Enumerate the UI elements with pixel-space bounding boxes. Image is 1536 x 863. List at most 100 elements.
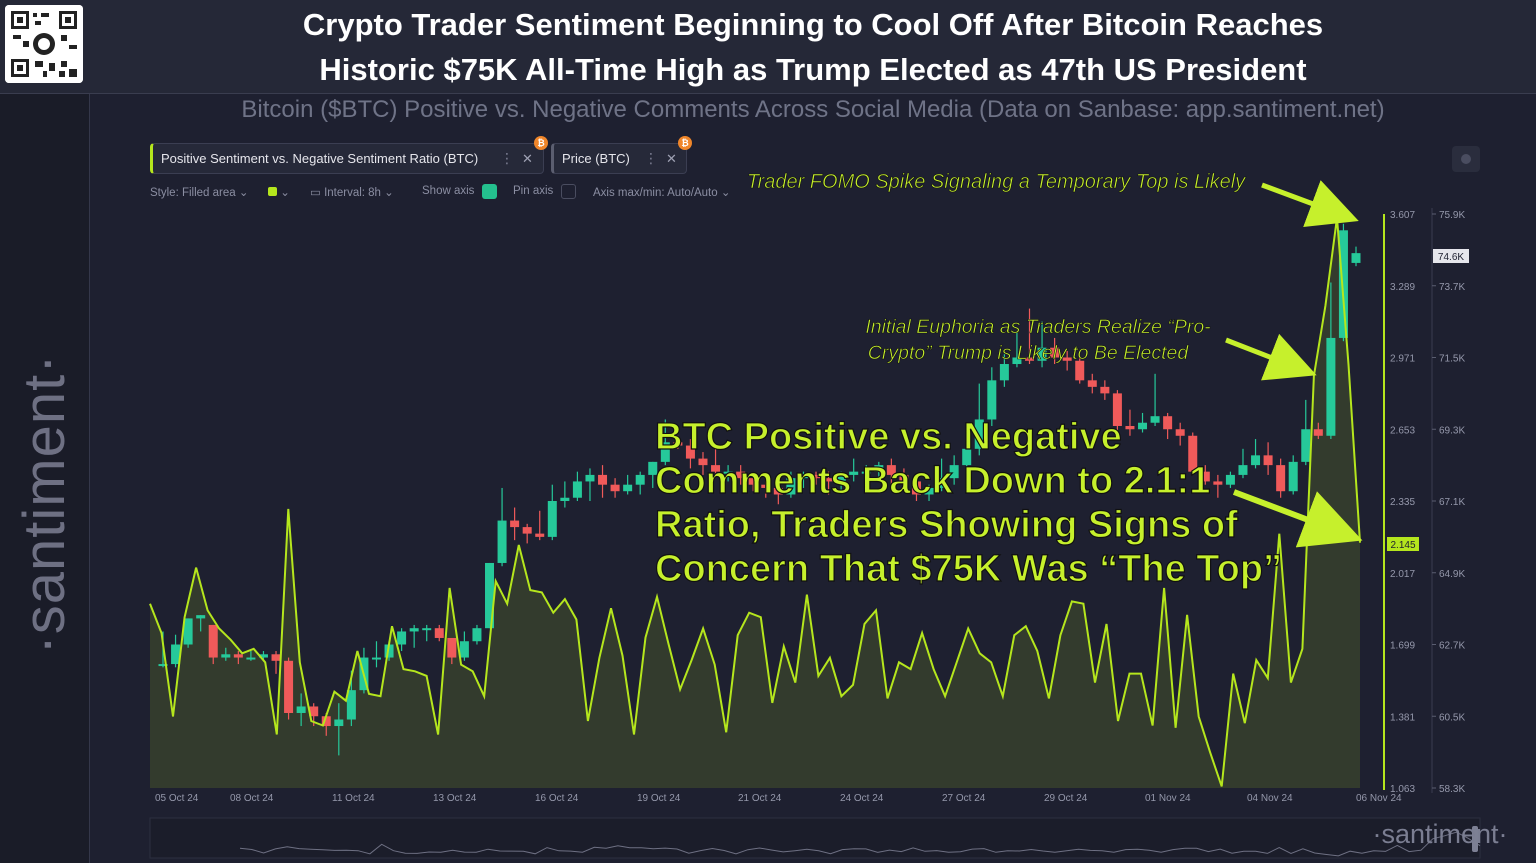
candle-body	[886, 465, 896, 475]
price-candle	[522, 523, 532, 544]
candle-body	[761, 484, 771, 488]
navigator-handle[interactable]	[1472, 826, 1478, 852]
price-candle	[786, 471, 796, 498]
navigator-line	[239, 831, 1481, 857]
candle-body	[422, 628, 432, 631]
tab-sentiment-ratio[interactable]: Positive Sentiment vs. Negative Sentimen…	[150, 136, 548, 174]
candle-body	[510, 520, 520, 528]
y-left-tick-label: 2.335	[1390, 497, 1415, 508]
price-candle	[485, 562, 495, 629]
candle-body	[560, 497, 570, 501]
candle-body	[459, 641, 469, 658]
candle-body	[962, 448, 972, 466]
candle-body	[1188, 435, 1198, 472]
price-candle	[434, 624, 444, 642]
close-icon[interactable]: ✕	[522, 150, 533, 166]
candle-body	[1288, 461, 1298, 492]
x-tick-label: 05 Oct 24	[155, 793, 199, 804]
annotation-main-line-1: BTC Positive vs. Negative	[655, 416, 1122, 458]
candle-body	[849, 471, 859, 475]
annotation-main-line-4: Concern That $75K Was “The Top”	[655, 548, 1282, 590]
price-candle	[1050, 337, 1060, 365]
candle-body	[598, 474, 608, 485]
range-navigator[interactable]	[149, 817, 1481, 859]
x-tick-label: 01 Nov 24	[1145, 793, 1191, 804]
candle-body	[585, 474, 595, 482]
candle-body	[1037, 347, 1047, 361]
price-candle	[924, 484, 934, 501]
price-candle	[585, 468, 595, 501]
price-candle	[711, 448, 721, 475]
candle-body	[158, 664, 168, 667]
candle-body	[1138, 422, 1148, 430]
candle-body	[258, 654, 268, 658]
close-icon[interactable]: ✕	[666, 150, 677, 166]
y-left-tick-label: 3.607	[1390, 210, 1415, 221]
chart-subtitle: Bitcoin ($BTC) Positive vs. Negative Com…	[241, 96, 1385, 123]
price-candle	[861, 465, 871, 479]
candle-body	[698, 458, 708, 466]
candle-body	[208, 624, 218, 658]
candle-body	[1075, 360, 1085, 381]
candle-body	[485, 562, 495, 629]
candle-body	[949, 465, 959, 479]
header: Crypto Trader Sentiment Beginning to Coo…	[0, 0, 1536, 94]
record-button[interactable]	[1452, 146, 1480, 172]
pin-axis-checkbox[interactable]	[561, 184, 576, 199]
candle-body	[635, 474, 645, 485]
x-tick-label: 29 Oct 24	[1044, 793, 1088, 804]
x-tick-label: 16 Oct 24	[535, 793, 579, 804]
price-candle	[560, 481, 570, 508]
color-swatch	[268, 187, 277, 196]
candle-body	[1251, 455, 1261, 466]
color-select[interactable]: ⌄	[268, 185, 290, 199]
candle-body	[861, 471, 871, 474]
x-tick-label: 19 Oct 24	[637, 793, 681, 804]
candle-body	[685, 445, 695, 459]
price-candle	[987, 367, 997, 426]
candle-body	[1050, 347, 1060, 358]
price-candle	[1125, 409, 1135, 436]
more-options-icon[interactable]: ⋮	[500, 150, 514, 166]
axis-maxmin-select[interactable]: Axis max/min: Auto/Auto ⌄	[593, 187, 731, 199]
candle-body	[346, 690, 356, 720]
price-candle	[798, 471, 808, 488]
price-candle	[698, 452, 708, 475]
tab-price-btc[interactable]: Price (BTC) ⋮ ✕ ₿	[551, 136, 692, 174]
price-candle	[1288, 455, 1298, 495]
price-candle	[1276, 458, 1286, 498]
price-candle	[271, 651, 281, 674]
candle-body	[409, 628, 419, 632]
candle-body	[535, 533, 545, 537]
candle-body	[1163, 416, 1173, 430]
x-tick-label: 11 Oct 24	[332, 793, 375, 804]
tab-price-btc-label: Price (BTC)	[562, 151, 630, 166]
price-candle	[572, 471, 582, 501]
candle-body	[572, 481, 582, 498]
price-candle	[811, 471, 821, 485]
candle-body	[1100, 386, 1110, 394]
x-tick-label: 13 Oct 24	[433, 793, 477, 804]
price-candle	[623, 474, 633, 495]
price-candle	[208, 624, 218, 665]
candle-body	[1175, 429, 1185, 436]
x-tick-label: 04 Nov 24	[1247, 793, 1293, 804]
price-candle	[284, 657, 294, 720]
candle-body	[1276, 465, 1286, 492]
show-axis-checkbox[interactable]	[482, 184, 497, 199]
annotation-euphoria-line-2: Crypto” Trump is Likely to Be Elected	[868, 342, 1190, 364]
title-line-1: Crypto Trader Sentiment Beginning to Coo…	[302, 7, 1324, 42]
candle-body	[899, 474, 909, 482]
more-options-icon[interactable]: ⋮	[644, 150, 658, 166]
interval-select[interactable]: ▭ Interval: 8h ⌄	[310, 187, 394, 199]
price-candle	[836, 471, 846, 492]
candle-body	[434, 628, 444, 638]
price-candle	[1175, 422, 1185, 446]
price-candle	[1225, 471, 1235, 488]
x-tick-label: 06 Nov 24	[1356, 793, 1402, 804]
style-select[interactable]: Style: Filled area ⌄	[150, 187, 249, 199]
candle-body	[447, 637, 457, 658]
watermark-logo: ·santiment·	[1372, 819, 1507, 849]
price-candle	[472, 624, 482, 645]
y-left-tick-label: 1.381	[1390, 712, 1415, 723]
